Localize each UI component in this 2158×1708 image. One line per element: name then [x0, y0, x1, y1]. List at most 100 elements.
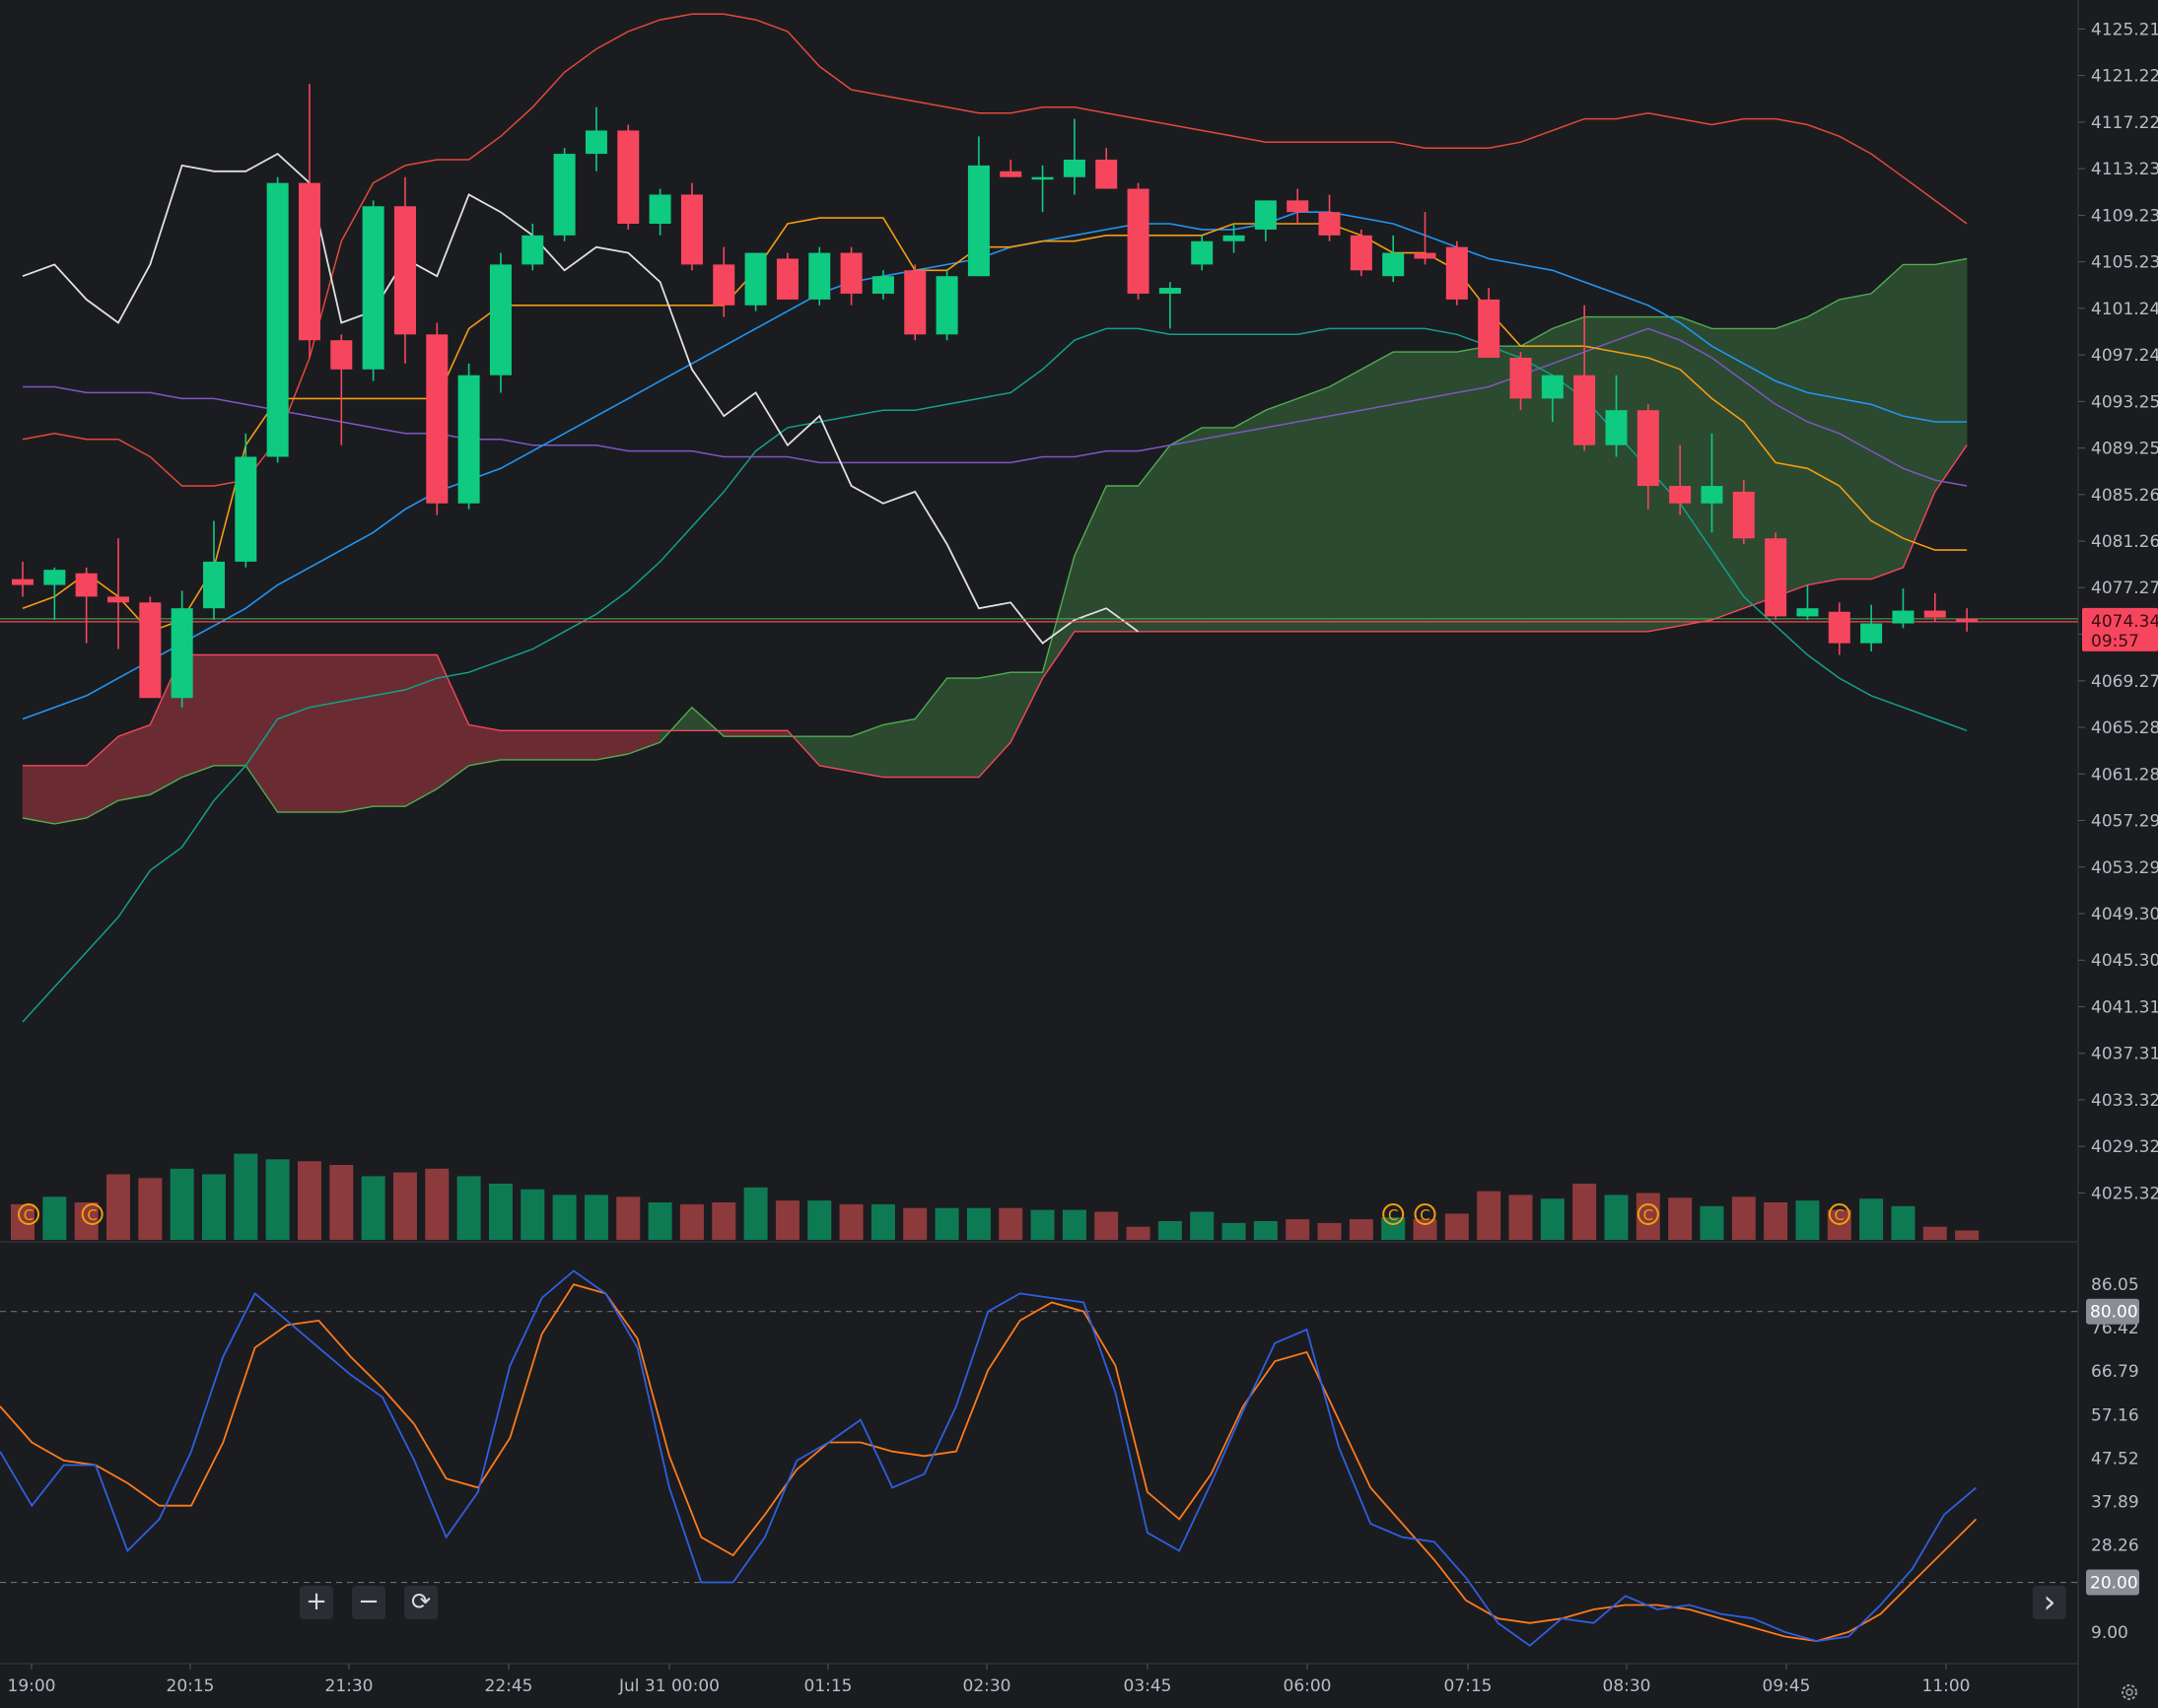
candle-48 — [1541, 375, 1564, 423]
candle-body — [12, 579, 34, 585]
stoch-tick-label: 57.16 — [2091, 1405, 2139, 1425]
candle-32 — [1031, 165, 1054, 213]
candle-body — [840, 252, 863, 294]
candle-body — [1765, 538, 1787, 617]
candle-body — [1350, 235, 1372, 271]
candle-20 — [649, 188, 671, 236]
volume-bar-28 — [903, 1207, 928, 1240]
candle-body — [776, 258, 799, 300]
candle-7 — [235, 433, 257, 568]
cloud-segment-53 — [1711, 328, 1745, 621]
volume-bar-38 — [1221, 1222, 1246, 1240]
candle-34 — [1095, 148, 1118, 189]
volume-bar-41 — [1317, 1222, 1342, 1240]
price-tick-label: 4109.23 — [2091, 206, 2158, 226]
indicator-lines — [0, 13, 2078, 1023]
candle-body — [871, 276, 894, 294]
time-tick-label: 06:00 — [1284, 1676, 1332, 1696]
volume-bar-8 — [265, 1159, 290, 1240]
candle-body — [585, 130, 607, 155]
volume-bar-36 — [1157, 1221, 1182, 1240]
candlestick-series[interactable] — [12, 84, 1979, 708]
cloud-segment-27 — [882, 718, 916, 778]
candle-24 — [776, 252, 799, 300]
candle-body — [139, 602, 162, 699]
moving-average-line — [23, 327, 1968, 487]
candle-body — [1573, 375, 1596, 445]
candle-31 — [1000, 159, 1022, 177]
cloud-segment-8 — [277, 654, 311, 813]
candle-17 — [553, 148, 576, 241]
candle-11 — [362, 200, 384, 381]
candle-44 — [1414, 212, 1436, 265]
time-tick-label: 20:15 — [167, 1676, 215, 1696]
cloud-segment-43 — [1392, 351, 1426, 633]
level-80-label: 80.00 — [2090, 1303, 2138, 1323]
price-tick-label: 4125.21 — [2091, 20, 2158, 39]
volume-bar-1 — [42, 1196, 67, 1240]
candle-body — [43, 570, 66, 585]
volume-bar-20 — [648, 1202, 672, 1240]
volume-bar-40 — [1286, 1219, 1310, 1240]
volume-bar-33 — [1062, 1209, 1086, 1240]
candle-body — [1541, 375, 1564, 399]
candle-18 — [585, 106, 607, 171]
volume-bar-55 — [1764, 1202, 1788, 1240]
volume-bar-9 — [297, 1161, 321, 1240]
cloud-segment-52 — [1679, 316, 1712, 627]
cloud-segment-22 — [723, 730, 756, 737]
candle-body — [426, 334, 449, 504]
candle-40 — [1287, 188, 1309, 225]
stoch-tick-label: 28.26 — [2091, 1537, 2139, 1556]
volume-bar-15 — [488, 1184, 513, 1240]
volume-marker-44 — [1414, 1203, 1436, 1225]
candle-body — [1095, 159, 1118, 189]
volume-bar-31 — [999, 1207, 1023, 1240]
volume-bar-18 — [584, 1195, 608, 1240]
volume-bar-39 — [1253, 1221, 1278, 1240]
candle-body — [75, 573, 98, 597]
candle-22 — [713, 246, 735, 317]
candle-50 — [1605, 375, 1628, 457]
candle-body — [235, 456, 257, 562]
stoch-tick-label: 66.79 — [2091, 1362, 2139, 1382]
volume-bar-48 — [1540, 1198, 1565, 1240]
current-price-value: 4074.34 — [2091, 612, 2158, 632]
volume-bar-30 — [966, 1207, 991, 1240]
candle-27 — [871, 270, 894, 300]
candle-16 — [522, 224, 544, 271]
candle-49 — [1573, 305, 1596, 451]
candle-35 — [1127, 182, 1149, 300]
candle-body — [1605, 410, 1628, 445]
candle-body — [1000, 171, 1022, 177]
gear-icon[interactable] — [2122, 1684, 2137, 1700]
cloud-segment-39 — [1265, 397, 1298, 633]
price-tick-label: 4049.30 — [2091, 905, 2158, 924]
candle-61 — [1956, 608, 1979, 632]
gear-inner — [2125, 1688, 2133, 1696]
candle-body — [1127, 188, 1149, 294]
time-tick-label: 03:45 — [1124, 1676, 1172, 1696]
volume-bar-34 — [1094, 1211, 1119, 1240]
reset-chart-button[interactable]: ⟳ — [404, 1586, 438, 1619]
volume-bar-37 — [1190, 1211, 1215, 1240]
zoom-in-button[interactable]: + — [300, 1586, 333, 1619]
zoom-out-button[interactable]: − — [352, 1586, 385, 1619]
level-20-badge — [2086, 1569, 2139, 1596]
candle-body — [1509, 357, 1532, 399]
volume-bar-13 — [425, 1168, 450, 1240]
candle-body — [680, 194, 703, 265]
stochastic-panel — [0, 1269, 2078, 1647]
candle-37 — [1191, 235, 1214, 271]
volume-bar-49 — [1572, 1184, 1597, 1240]
candle-2 — [75, 567, 98, 644]
cloud-segment-41 — [1329, 369, 1362, 633]
volume-bar-29 — [935, 1207, 959, 1240]
candle-body — [489, 264, 512, 376]
candle-42 — [1350, 229, 1372, 277]
scroll-right-button[interactable]: › — [2033, 1586, 2066, 1619]
volume-marker-2 — [81, 1203, 104, 1225]
volume-bar-53 — [1700, 1205, 1724, 1240]
candle-body — [1254, 200, 1277, 230]
